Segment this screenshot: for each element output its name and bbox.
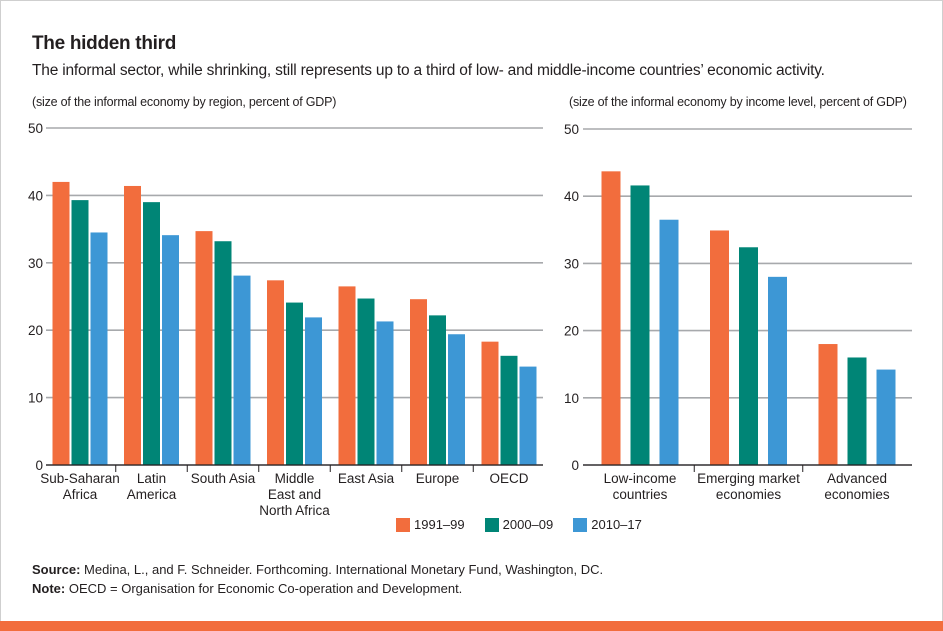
x-tick-label-latin-america-line-1: Latin bbox=[137, 471, 166, 486]
bar-emerging-market-economies-2000-09 bbox=[739, 247, 758, 465]
legend-item-1991-99: 1991–99 bbox=[396, 517, 465, 532]
x-tick-label-emerging-market-economies-line-1: Emerging market bbox=[697, 471, 800, 486]
bar-middle-east-and-north-africa-1991-99 bbox=[267, 280, 284, 465]
chart-subtitle: The informal sector, while shrinking, st… bbox=[32, 62, 825, 79]
bar-europe-2000-09 bbox=[429, 315, 446, 465]
bar-latin-america-1991-99 bbox=[124, 185, 141, 465]
note-text: OECD = Organisation for Economic Co-oper… bbox=[68, 581, 463, 596]
legend-label-2010-17: 2010–17 bbox=[591, 517, 642, 532]
x-tick-label-east-asia: East Asia bbox=[338, 471, 395, 486]
source-text: Medina, L., and F. Schneider. Forthcomin… bbox=[84, 562, 604, 577]
bar-south-asia-2010-17 bbox=[233, 275, 251, 465]
y-tick-label-30: 30 bbox=[28, 256, 43, 271]
note-label: Note: bbox=[32, 581, 66, 596]
bar-east-asia-2010-17 bbox=[376, 321, 394, 465]
bar-oecd-1991-99 bbox=[481, 341, 499, 465]
bar-emerging-market-economies-2010-17 bbox=[768, 276, 787, 465]
x-tick-label-oecd: OECD bbox=[489, 471, 528, 486]
y-tick-label-10: 10 bbox=[28, 391, 43, 406]
bar-east-asia-2000-09 bbox=[357, 298, 375, 465]
bar-low-income-countries-2000-09 bbox=[630, 185, 650, 465]
chart-title: The hidden third bbox=[32, 33, 177, 54]
bar-europe-2010-17 bbox=[448, 334, 465, 465]
bar-advanced-economies-1991-99 bbox=[818, 344, 838, 465]
legend-label-2000-09: 2000–09 bbox=[502, 517, 554, 532]
bar-europe-1991-99 bbox=[410, 299, 427, 465]
x-tick-label-middle-east-and-north-africa-line-1: Middle bbox=[275, 471, 315, 486]
bar-middle-east-and-north-africa-2000-09 bbox=[286, 302, 303, 465]
x-tick-label-sub-saharan-africa-line-2: Africa bbox=[63, 487, 98, 502]
y-tick-label-40: 40 bbox=[28, 188, 43, 203]
bar-latin-america-2000-09 bbox=[143, 202, 160, 465]
x-tick-label-middle-east-and-north-africa-line-3: North Africa bbox=[259, 503, 330, 518]
legend-swatch-2010-17 bbox=[573, 517, 588, 532]
legend-swatch-2000-09 bbox=[484, 517, 499, 532]
legend-item-2010-17: 2010–17 bbox=[573, 517, 642, 532]
bar-advanced-economies-2010-17 bbox=[876, 369, 896, 465]
region-unit-label: (size of the informal economy by region,… bbox=[32, 95, 337, 109]
income-unit-label: (size of the informal economy by income … bbox=[569, 95, 907, 109]
bottom-accent-bar bbox=[0, 621, 943, 631]
legend-swatch-1991-99 bbox=[396, 517, 410, 532]
y-tick-label-10: 10 bbox=[564, 391, 579, 406]
x-tick-label-low-income-countries-line-1: Low-income bbox=[604, 471, 677, 486]
bar-low-income-countries-2010-17 bbox=[659, 219, 679, 465]
y-tick-label-50: 50 bbox=[564, 122, 579, 137]
bar-sub-saharan-africa-2010-17 bbox=[90, 232, 108, 465]
y-tick-label-0: 0 bbox=[35, 458, 43, 473]
y-tick-label-20: 20 bbox=[564, 324, 579, 339]
x-tick-label-advanced-economies-line-2: economies bbox=[824, 487, 890, 502]
y-tick-label-30: 30 bbox=[564, 256, 579, 271]
bar-south-asia-2000-09 bbox=[214, 241, 232, 465]
bar-emerging-market-economies-1991-99 bbox=[710, 230, 729, 465]
x-tick-label-europe: Europe bbox=[416, 471, 460, 486]
legend-label-1991-99: 1991–99 bbox=[414, 517, 465, 532]
bar-east-asia-1991-99 bbox=[338, 286, 356, 465]
bar-sub-saharan-africa-2000-09 bbox=[71, 200, 89, 466]
abbreviation-note: Note: OECD = Organisation for Economic C… bbox=[32, 581, 462, 596]
y-tick-label-50: 50 bbox=[28, 121, 43, 136]
legend-item-2000-09: 2000–09 bbox=[484, 517, 554, 532]
bar-oecd-2000-09 bbox=[500, 355, 518, 465]
x-tick-label-emerging-market-economies-line-2: economies bbox=[716, 487, 782, 502]
bar-south-asia-1991-99 bbox=[195, 231, 213, 465]
x-tick-label-low-income-countries-line-2: countries bbox=[613, 487, 668, 502]
legend: 1991–99 2000–09 2010–17 bbox=[396, 517, 642, 532]
bar-oecd-2010-17 bbox=[519, 366, 537, 465]
y-tick-label-20: 20 bbox=[28, 323, 43, 338]
bar-sub-saharan-africa-1991-99 bbox=[52, 181, 70, 466]
x-tick-label-middle-east-and-north-africa-line-2: East and bbox=[268, 487, 321, 502]
x-tick-label-sub-saharan-africa-line-1: Sub-Saharan bbox=[40, 471, 120, 486]
bar-advanced-economies-2000-09 bbox=[847, 357, 867, 465]
source-label: Source: bbox=[32, 562, 81, 577]
x-tick-label-advanced-economies-line-1: Advanced bbox=[827, 471, 887, 486]
source-note: Source: Medina, L., and F. Schneider. Fo… bbox=[32, 562, 603, 577]
bar-middle-east-and-north-africa-2010-17 bbox=[305, 317, 322, 465]
y-tick-label-40: 40 bbox=[564, 189, 579, 204]
y-tick-label-0: 0 bbox=[571, 458, 579, 473]
x-tick-label-latin-america-line-2: America bbox=[127, 487, 177, 502]
x-tick-label-south-asia: South Asia bbox=[191, 471, 256, 486]
bar-latin-america-2010-17 bbox=[162, 235, 179, 465]
bar-low-income-countries-1991-99 bbox=[601, 171, 621, 465]
